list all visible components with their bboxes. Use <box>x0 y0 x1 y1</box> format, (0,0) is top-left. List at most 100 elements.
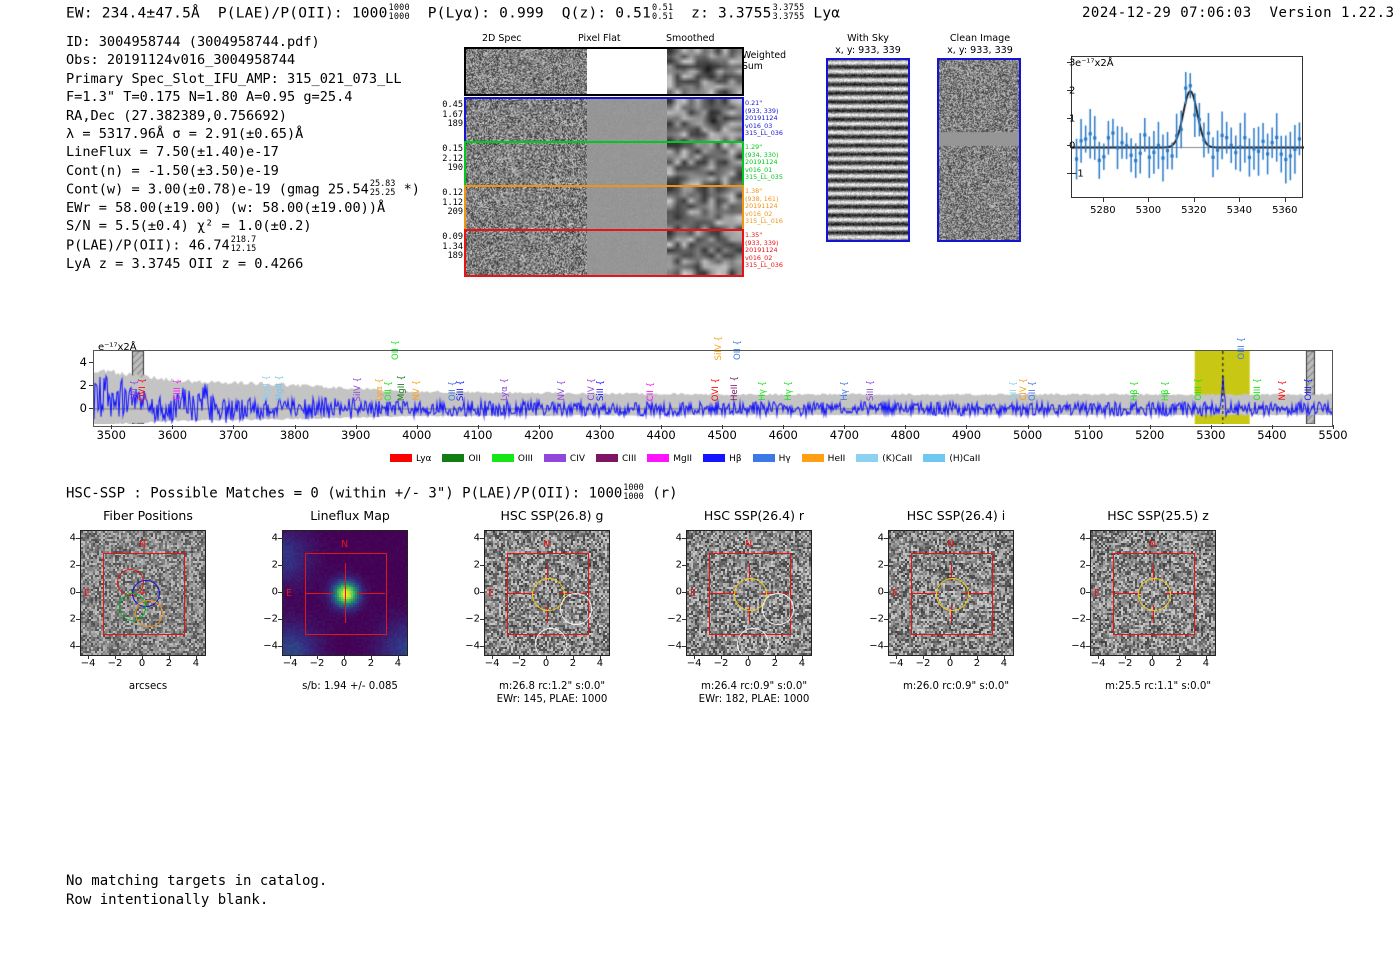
hsc-summary-line: HSC-SSP : Possible Matches = 0 (within +… <box>66 484 678 502</box>
plae-label: P(LAE)/P(OII): <box>217 5 343 22</box>
legend-label: Hγ <box>778 454 791 464</box>
east-label: E <box>1094 588 1101 600</box>
cutout-ytick: 0 <box>473 586 480 598</box>
crosshair <box>357 593 386 595</box>
cutout-ytick: −4 <box>465 640 480 652</box>
legend-label: OIII <box>517 454 533 464</box>
cutout-xtick: −2 <box>713 658 729 669</box>
cutout-title: HSC SSP(25.5) z <box>1107 508 1209 523</box>
spectrum-line-label: CIII { <box>172 379 183 401</box>
row-meta: 0.21" (933, 339) 20191124 v016_03 315_LL_0… <box>745 99 783 138</box>
contw-post: *) <box>403 181 420 198</box>
spectrum-line-label: CII { <box>645 381 656 401</box>
cutout-ytick: 2 <box>271 559 278 571</box>
plya-value: 0.999 <box>499 5 544 22</box>
crosshair <box>910 593 939 595</box>
plae-range: 1000 1000 <box>388 3 410 22</box>
cutout-xtick: 4 <box>192 658 200 669</box>
row-smoothed <box>667 231 742 275</box>
crosshair <box>963 593 992 595</box>
legend-label: CIV <box>569 454 586 464</box>
north-label: N <box>139 539 147 551</box>
exposure-row: 0.12 1.12 209 1.38" (938, 161) 20191124 v016… <box>442 185 783 233</box>
z-value: 3.3755 <box>717 5 772 22</box>
spectrum-line-label: MgII { <box>397 374 408 401</box>
spectrum-xtick: 4400 <box>646 428 676 442</box>
cutout-xtick: −2 <box>107 658 123 669</box>
spectrum-xtick: 4800 <box>890 428 921 442</box>
spectrum-line-label: Hβ { <box>1130 380 1141 401</box>
hsc-summary-post: (r) <box>652 485 678 502</box>
row-stats: 0.12 1.12 209 <box>442 188 463 218</box>
cutout-ytick: −4 <box>263 640 278 652</box>
cutout-xtick: −4 <box>888 658 904 669</box>
col-header-smoothed: Smoothed <box>666 33 715 44</box>
cutout-panel-row: Fiber Positions N E +4 2 0 2 4 −4 −2 0 2 4 arcsecs Lin… <box>48 508 1378 728</box>
spectrum-line-label: OIII { <box>1304 378 1315 401</box>
spectrum-line-label: OVI { <box>137 377 148 401</box>
cutout-caption: m:25.5 rc:1.1" s:0.0" <box>1044 680 1272 693</box>
aperture-circle[interactable] <box>733 577 767 611</box>
legend-swatch <box>647 454 670 462</box>
weighted-sum-smoothed <box>667 49 742 94</box>
info-line-ewr: EWr = 58.00(±19.00) (w: 58.00(±19.00))Å <box>66 200 386 217</box>
row-meta: 1.35" (933, 339) 20191124 v016_02 315_LL_0… <box>745 231 783 270</box>
row-2d <box>466 231 588 275</box>
north-label: N <box>543 539 551 551</box>
east-label: E <box>690 588 697 600</box>
crosshair <box>951 605 953 623</box>
info-line-plae2: P(LAE)/P(OII): 46.74 218.7 12.15 <box>66 236 420 255</box>
info-line-lambda: λ = 5317.96Å σ = 2.91(±0.65)Å <box>66 126 304 143</box>
east-label: E <box>286 588 293 600</box>
cutout-caption-line2: EWr: 145, PLAE: 1000 <box>496 694 608 705</box>
cutout-xtick: 2 <box>771 658 779 669</box>
line-zoom-axes: e⁻¹⁷x2Å <box>1071 56 1304 199</box>
east-label: E <box>892 588 899 600</box>
row-smoothed <box>667 143 742 187</box>
footer-line-2: Row intentionally blank. <box>66 892 269 908</box>
line-zoom-units: e⁻¹⁷x2Å <box>1075 58 1114 69</box>
ew-label: EW: <box>66 5 93 22</box>
spectrum-line-label: OII { <box>384 380 395 401</box>
clean-image-data <box>937 58 1021 242</box>
plae-value: 1000 <box>351 5 388 22</box>
north-label: N <box>745 539 753 551</box>
cutout-xtick: 2 <box>1175 658 1183 669</box>
cutout-xtick: 4 <box>798 658 806 669</box>
cutout-xtick: −2 <box>1117 658 1133 669</box>
crosshair <box>1112 593 1141 595</box>
aperture-circle[interactable] <box>1137 577 1171 611</box>
line-zoom-xtick: 5340 <box>1226 205 1253 216</box>
east-label: E <box>84 588 91 600</box>
legend-item: MgII <box>647 454 692 464</box>
info-line-id: ID: 3004958744 (3004958744.pdf) <box>66 34 320 50</box>
neighbor-circle <box>534 628 567 655</box>
spectrum-xtick: 4000 <box>402 428 432 442</box>
col-header-pixelflat: Pixel Flat <box>578 33 621 44</box>
crosshair <box>547 605 549 623</box>
cutout-xtick: −2 <box>915 658 931 669</box>
cutout-ytick: −4 <box>1071 640 1086 652</box>
cutout-caption: arcsecs <box>34 680 262 693</box>
crosshair <box>345 563 347 623</box>
legend-label: Lyα <box>416 454 432 464</box>
footer-note: No matching targets in catalog. Row inte… <box>66 872 327 910</box>
cutout-xtick: 4 <box>596 658 604 669</box>
crosshair <box>304 593 333 595</box>
aperture-circle[interactable] <box>935 577 969 611</box>
aperture-circle[interactable] <box>531 577 565 611</box>
legend-label: (K)CaII <box>882 454 913 464</box>
spectrum-xtick: 5400 <box>1257 428 1287 442</box>
spectrum-xtick: 4700 <box>829 428 859 442</box>
cutout-image[interactable]: N E + <box>80 530 206 656</box>
spectrum-xtick: 5300 <box>1196 428 1226 442</box>
qz-range: 0.51 0.51 <box>652 3 674 22</box>
fiber-circle[interactable] <box>134 599 163 628</box>
row-smoothed <box>667 187 742 231</box>
footer-line-1: No matching targets in catalog. <box>66 873 328 889</box>
